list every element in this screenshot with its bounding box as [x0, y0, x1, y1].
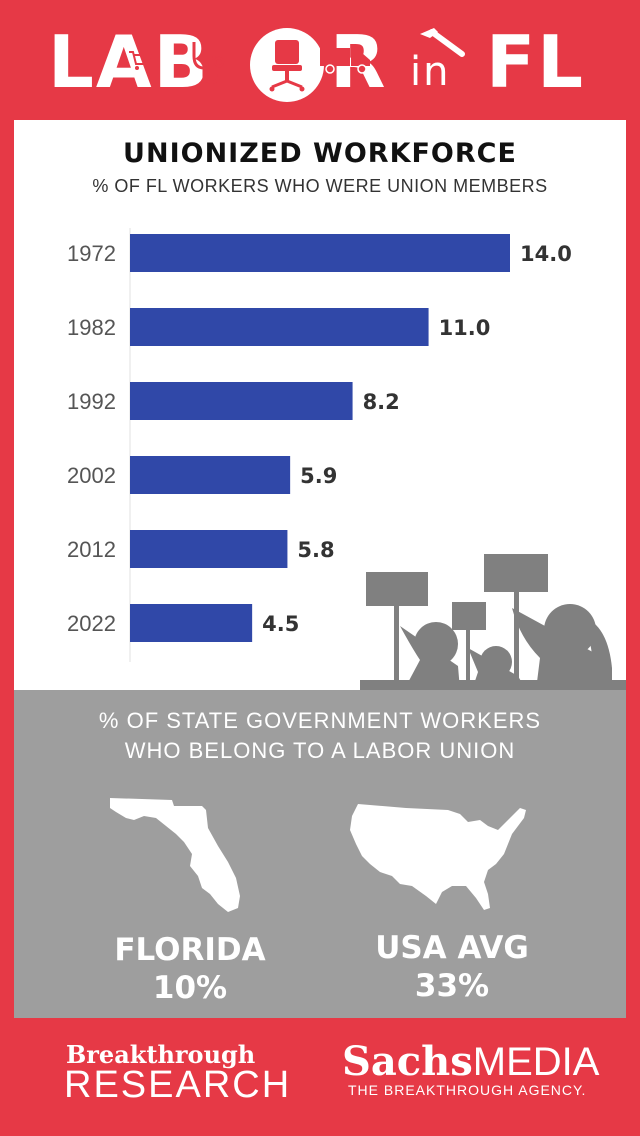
stethoscope-icon	[186, 38, 226, 89]
state-gov-title-line2: WHO BELONG TO A LABOR UNION	[124, 738, 516, 763]
bar-2022	[130, 604, 253, 642]
hammer-icon	[418, 24, 466, 63]
data-label: 11.0	[439, 316, 491, 340]
office-chair-icon	[246, 24, 328, 111]
florida-label: FLORIDA	[114, 932, 266, 968]
bar-1992	[130, 382, 353, 420]
breakthrough-logo-line1: Breakthrough	[66, 1040, 256, 1069]
bar-1982	[130, 308, 429, 346]
sachs-media-logo-bold: Sachs	[342, 1038, 473, 1085]
title-fl: FL	[486, 20, 586, 104]
data-label: 8.2	[363, 390, 400, 414]
chart-title: UNIONIZED WORKFORCE	[123, 138, 517, 169]
truck-icon	[318, 44, 374, 79]
bar-chart: 1972 14.0 1982 11.0 1992 8.2 2002 5.9 2012 5.8 202…	[67, 228, 572, 662]
y-tick-label: 2002	[67, 463, 116, 488]
data-label: 14.0	[520, 242, 572, 266]
bar-2012	[130, 530, 288, 568]
chart-subtitle: % OF FL WORKERS WHO WERE UNION MEMBERS	[92, 176, 548, 196]
breakthrough-logo-line2: RESEARCH	[64, 1064, 292, 1106]
y-tick-label: 2012	[67, 537, 116, 562]
florida-map-icon	[110, 798, 240, 912]
bar-1972	[130, 234, 510, 272]
usa-value: 33%	[414, 968, 490, 1004]
y-tick-label: 1972	[67, 241, 116, 266]
sachs-media-logo: SachsMEDIA	[342, 1038, 599, 1085]
data-label: 5.9	[300, 464, 337, 488]
bar-2002	[130, 456, 291, 494]
header-banner: LAB R	[0, 0, 640, 120]
data-label: 4.5	[262, 612, 299, 636]
usa-map-icon	[350, 804, 526, 910]
y-tick-label: 2022	[67, 611, 116, 636]
protest-silhouette-icon	[360, 554, 626, 690]
sachs-media-logo-rest: MEDIA	[472, 1040, 600, 1084]
state-gov-title-line1: % OF STATE GOVERNMENT WORKERS	[98, 708, 542, 733]
title-labor-start: LAB	[48, 20, 211, 104]
cart-icon	[128, 50, 152, 77]
state-gov-title: % OF STATE GOVERNMENT WORKERS WHO BELONG…	[0, 706, 640, 766]
y-tick-label: 1992	[67, 389, 116, 414]
bars-group: 1972 14.0 1982 11.0 1992 8.2 2002 5.9 2012 5.8 202…	[67, 234, 572, 642]
florida-value: 10%	[152, 970, 228, 1006]
sachs-media-tagline: THE BREAKTHROUGH AGENCY.	[348, 1082, 587, 1098]
usa-label: USA AVG	[375, 930, 529, 966]
data-label: 5.8	[297, 538, 334, 562]
y-tick-label: 1982	[67, 315, 116, 340]
title-in: in	[410, 49, 451, 95]
state-gov-panel	[14, 690, 626, 1018]
